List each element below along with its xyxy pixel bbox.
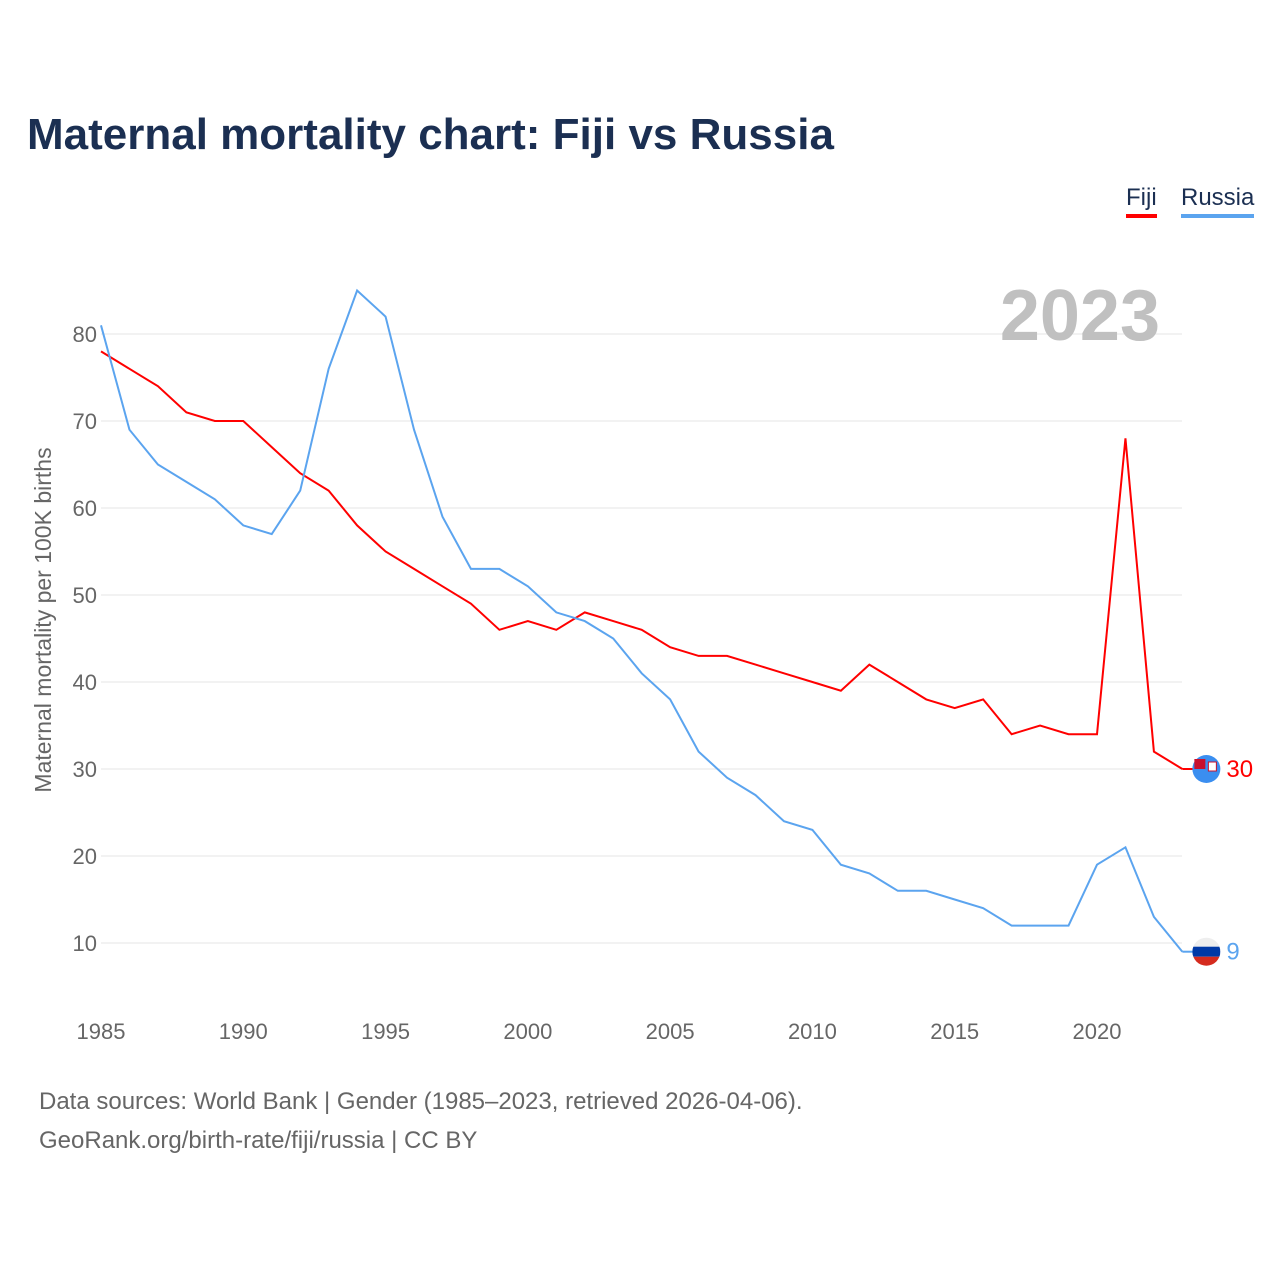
source-line: Data sources: World Bank | Gender (1985–… [39,1088,803,1115]
attribution-line: GeoRank.org/birth-rate/fiji/russia | CC … [39,1127,478,1154]
x-tick-label: 1995 [361,1019,410,1044]
y-tick-label: 50 [73,583,97,608]
series-line-russia [100,288,1184,953]
x-tick-label: 2020 [1073,1019,1122,1044]
end-value-label-russia: 9 [1226,939,1239,966]
legend-fiji[interactable]: Fiji [1126,184,1157,218]
y-tick-label: 60 [73,496,97,521]
x-tick-label: 2005 [646,1019,695,1044]
y-tick-label: 70 [73,409,97,434]
fiji-flag-icon [1192,755,1221,783]
y-tick-label: 30 [73,757,97,782]
chart-title: Maternal mortality chart: Fiji vs Russia [27,110,834,159]
year-watermark: 2023 [1000,276,1160,356]
x-tick-label: 1990 [219,1019,268,1044]
russia-flag-icon [1192,937,1221,966]
y-tick-label: 10 [73,931,97,956]
legend-russia[interactable]: Russia [1181,184,1255,218]
x-tick-label: 2015 [930,1019,979,1044]
series-line-fiji [100,350,1183,770]
y-tick-label: 20 [73,844,97,869]
y-tick-label: 40 [73,670,97,695]
x-tick-label: 1985 [77,1019,126,1044]
x-tick-label: 2010 [788,1019,837,1044]
y-tick-label: 80 [73,322,97,347]
end-value-label-fiji: 30 [1226,756,1253,783]
y-axis-label: Maternal mortality per 100K births [30,447,56,792]
x-tick-label: 2000 [503,1019,552,1044]
